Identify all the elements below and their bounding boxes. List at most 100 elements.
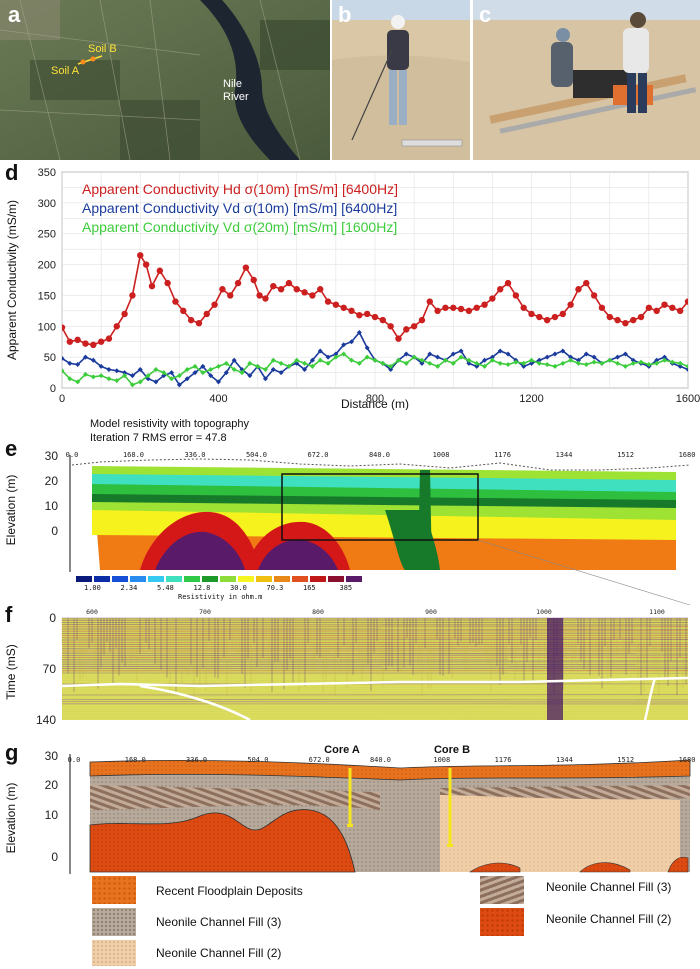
data-point [90, 374, 96, 380]
elevation-tick: 20 [45, 474, 59, 488]
gpr-x-tick: 700 [199, 608, 211, 616]
geo-distance-mark: 1344 [556, 756, 573, 764]
data-point [676, 307, 684, 315]
data-point [575, 360, 581, 366]
data-point [536, 357, 542, 363]
data-point [521, 363, 527, 369]
channel-fill-2-dark-lens-1 [469, 862, 521, 873]
scale-value: 165 [303, 584, 316, 592]
data-point [591, 354, 597, 360]
data-point [62, 355, 65, 361]
data-point [270, 366, 276, 372]
data-point [200, 363, 206, 369]
data-point [356, 311, 363, 319]
gpr-strong-anomaly [547, 618, 563, 720]
legend-swatch-channel-fill-3 [92, 908, 136, 936]
legend-swatch-recent-floodplain [92, 876, 136, 904]
data-point [435, 363, 441, 369]
y-axis-title: Apparent Conductivity (mS/m) [5, 200, 19, 360]
data-point [270, 357, 276, 363]
data-point [568, 357, 574, 363]
distance-mark: 168.0 [123, 451, 144, 459]
data-point [661, 301, 668, 308]
scale-swatch [130, 576, 146, 582]
distance-mark: 1008 [433, 451, 450, 459]
scale-swatch [256, 576, 272, 582]
scale-swatch [76, 576, 92, 582]
series-group [62, 252, 688, 388]
data-point [211, 301, 218, 308]
data-point [164, 279, 171, 287]
data-point [411, 354, 417, 360]
geo-elevation-tick: 30 [45, 749, 59, 763]
data-point [529, 357, 534, 363]
data-point [187, 316, 195, 324]
data-point [153, 379, 159, 385]
geo-distance-mark: 0.0 [68, 756, 81, 764]
elevation-tick: 10 [45, 499, 59, 513]
data-point [684, 298, 688, 305]
data-point [466, 360, 472, 366]
data-point [645, 304, 653, 311]
data-point [622, 351, 628, 357]
data-point [231, 357, 237, 363]
data-point [219, 286, 226, 293]
data-point [137, 379, 143, 385]
nile-label-line2: River [223, 91, 249, 103]
data-point [356, 360, 362, 366]
data-point [223, 360, 229, 366]
data-point [450, 351, 456, 357]
data-point [521, 360, 527, 366]
panel-label-b: b [338, 2, 352, 27]
data-point [114, 378, 120, 384]
data-point [293, 286, 300, 293]
data-point [340, 304, 347, 311]
data-point [302, 366, 308, 372]
scale-value: 70.3 [267, 584, 284, 592]
data-point [379, 316, 387, 324]
data-point [97, 338, 105, 345]
legend-label-channel-fill-3: Neonile Channel Fill (3) [156, 915, 282, 929]
data-point [662, 354, 668, 360]
data-point [113, 323, 120, 330]
data-point [583, 362, 589, 368]
data-point [481, 301, 488, 308]
gpr-x-tick: 600 [86, 608, 98, 616]
data-point [583, 351, 589, 357]
data-point [544, 362, 550, 368]
data-point [192, 370, 198, 376]
y-tick-label: 350 [38, 167, 56, 179]
x-tick-label: 1600 [676, 393, 700, 405]
data-point [505, 362, 511, 368]
data-point [630, 360, 636, 366]
data-point [129, 382, 135, 388]
resistive-body-1-core [155, 531, 245, 570]
data-point [474, 363, 480, 369]
scale-swatch [148, 576, 164, 582]
data-point [325, 354, 331, 360]
data-point [75, 379, 81, 385]
scale-title: Resistivity in ohm.m [178, 593, 262, 601]
legend-entry-0: Apparent Conductivity Hd σ(10m) [mS/m] [… [82, 181, 398, 197]
nile-label-line1: Nile [223, 78, 242, 90]
data-point [270, 282, 277, 290]
gpr-radargram: 600 700 800 900 1000 1100 0 70 140 Time (mS) [4, 608, 689, 727]
data-point [161, 370, 167, 376]
data-point [669, 359, 675, 365]
data-point [606, 313, 613, 321]
geo-distance-mark: 504.0 [247, 756, 268, 764]
data-point [62, 324, 66, 331]
data-point [98, 373, 104, 379]
data-point [348, 307, 355, 315]
data-point [145, 373, 151, 379]
data-point [575, 286, 582, 293]
data-point [426, 298, 433, 305]
data-point [223, 370, 229, 376]
topography-line [71, 458, 691, 471]
scale-value: 1.00 [84, 584, 101, 592]
y-tick-label: 100 [38, 321, 56, 333]
data-point [309, 357, 315, 363]
data-point [255, 363, 261, 369]
zoom-connector [477, 539, 691, 605]
data-point [637, 313, 645, 321]
